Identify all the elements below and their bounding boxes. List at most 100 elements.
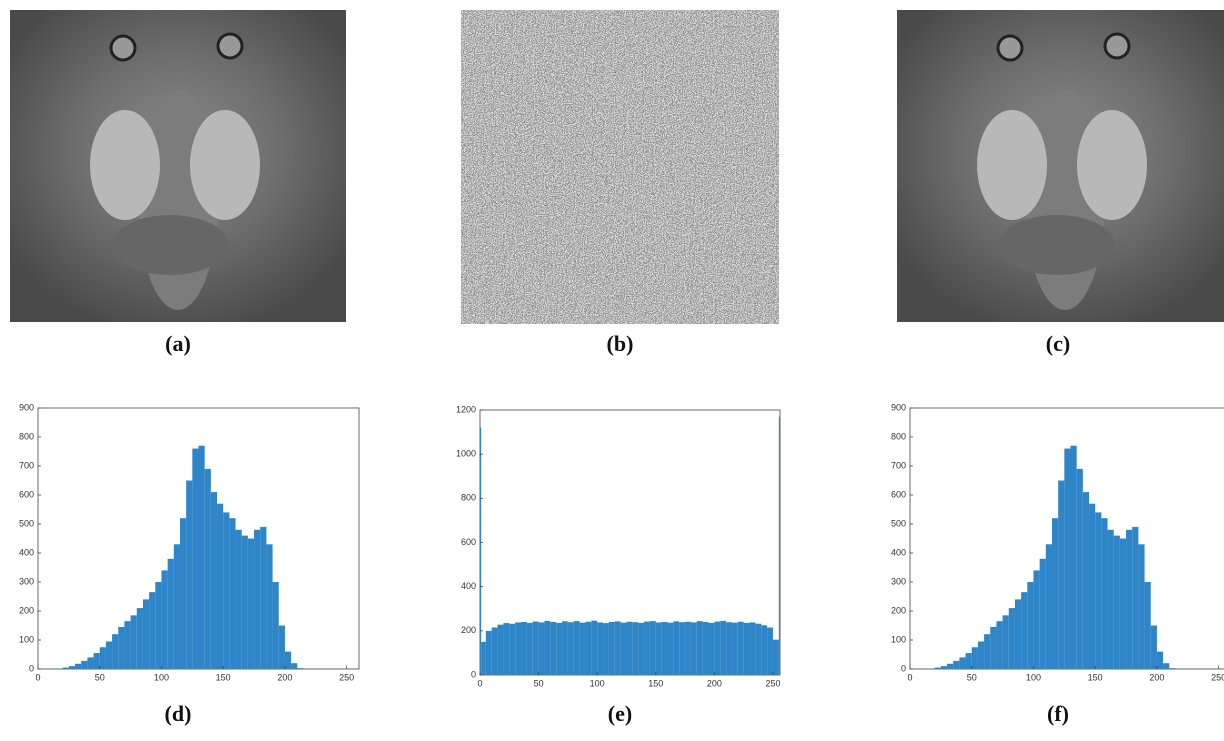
bar <box>702 622 709 675</box>
bar <box>1033 570 1040 669</box>
y-tick-label: 700 <box>19 460 34 470</box>
bar <box>996 621 1003 669</box>
bar <box>1126 529 1133 669</box>
bar <box>990 626 997 669</box>
bar <box>75 663 82 669</box>
bar <box>56 668 63 669</box>
bar <box>485 630 492 675</box>
image-a <box>10 10 346 322</box>
bar <box>673 621 680 675</box>
bar <box>254 529 261 669</box>
bar <box>1076 468 1083 669</box>
x-tick-label: 200 <box>277 672 292 682</box>
caption: (a) <box>165 331 191 356</box>
y-tick-label: 700 <box>891 460 906 470</box>
bar <box>1058 480 1065 669</box>
bar <box>235 529 242 669</box>
y-tick-label: 800 <box>19 431 34 441</box>
image-b <box>461 10 779 324</box>
y-tick-label: 500 <box>19 518 34 528</box>
bar <box>778 416 780 675</box>
x-tick-label: 250 <box>765 678 780 688</box>
bar <box>93 653 100 669</box>
bar <box>644 621 650 675</box>
bar <box>767 627 773 675</box>
bar <box>585 621 592 675</box>
bar <box>124 621 131 669</box>
bar <box>480 427 482 675</box>
bar <box>515 622 522 675</box>
bar <box>761 625 768 675</box>
x-tick-label: 50 <box>95 672 105 682</box>
y-tick-label: 900 <box>19 402 34 412</box>
bar <box>953 660 960 669</box>
y-tick-label: 800 <box>461 493 476 503</box>
bar <box>62 667 69 669</box>
y-tick-label: 900 <box>891 402 906 412</box>
y-tick-label: 200 <box>891 605 906 615</box>
bar <box>481 641 486 675</box>
bar <box>708 622 715 675</box>
bar <box>544 620 551 675</box>
x-tick-label: 150 <box>216 672 231 682</box>
bar <box>614 621 621 675</box>
y-tick-label: 0 <box>471 669 476 679</box>
bar <box>532 621 539 675</box>
bar <box>521 622 527 675</box>
bar <box>726 622 732 675</box>
bar <box>204 468 211 669</box>
bar <box>497 624 504 675</box>
bar <box>731 622 738 675</box>
x-tick-label: 100 <box>154 672 169 682</box>
bar <box>772 639 779 675</box>
bar <box>567 622 574 675</box>
bar <box>965 653 972 669</box>
bar <box>81 660 88 669</box>
bar <box>620 622 627 675</box>
image-c <box>897 10 1224 322</box>
bar <box>977 641 985 669</box>
bar <box>161 570 168 669</box>
bar <box>68 666 76 669</box>
y-tick-label: 600 <box>461 537 476 547</box>
y-tick-label: 1200 <box>456 404 476 414</box>
bar <box>667 622 674 675</box>
bar <box>149 592 156 669</box>
bar <box>217 503 224 669</box>
y-tick-label: 800 <box>891 431 906 441</box>
x-tick-label: 250 <box>1211 672 1224 682</box>
bar <box>679 622 686 675</box>
bar <box>112 634 119 669</box>
bar <box>491 627 498 675</box>
bar <box>685 621 691 675</box>
bar <box>99 647 106 669</box>
bar <box>192 448 199 669</box>
y-tick-label: 400 <box>891 547 906 557</box>
bar <box>1132 526 1139 669</box>
bar <box>579 622 586 675</box>
caption: (c) <box>1046 331 1070 356</box>
x-tick-label: 50 <box>534 678 544 688</box>
bar <box>136 608 143 669</box>
bar <box>1101 518 1108 669</box>
bar <box>1051 518 1059 669</box>
bar <box>1045 544 1052 669</box>
y-tick-label: 1000 <box>456 449 476 459</box>
bar <box>1064 448 1071 669</box>
bar <box>1027 582 1034 669</box>
bar <box>1113 535 1120 669</box>
bar <box>266 544 273 669</box>
caption: (b) <box>607 331 634 356</box>
bar <box>632 622 639 675</box>
bar <box>1089 503 1096 669</box>
bar <box>1107 529 1114 669</box>
bar <box>573 621 580 675</box>
bar <box>743 622 750 675</box>
bar <box>1082 492 1090 669</box>
x-tick-label: 250 <box>339 672 354 682</box>
bar <box>210 492 218 669</box>
bar <box>1070 445 1077 669</box>
bar <box>556 622 563 675</box>
